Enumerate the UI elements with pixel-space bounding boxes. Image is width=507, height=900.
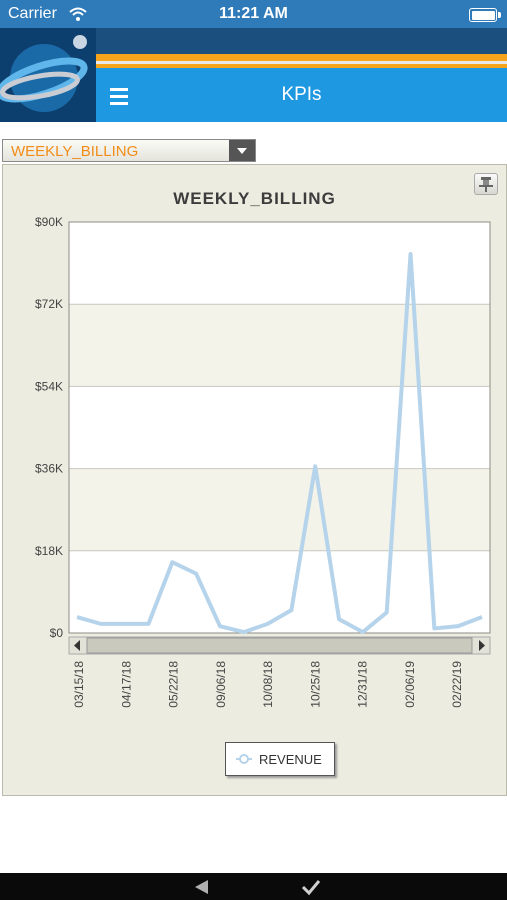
x-tick-label: 09/06/18 <box>214 661 228 708</box>
wifi-icon <box>69 7 87 21</box>
header-stripe <box>96 64 507 68</box>
chart-legend: REVENUE <box>225 742 335 776</box>
x-tick-label: 04/17/18 <box>119 661 133 708</box>
chevron-down-icon <box>229 140 255 161</box>
y-tick-label: $54K <box>35 379 63 393</box>
line-chart: $0 $18K $36K $54K $72K $90K 03/15/18 04/17/18 05… <box>35 215 491 708</box>
back-triangle-icon[interactable] <box>193 879 209 895</box>
app-header: KPIs <box>0 28 507 122</box>
x-tick-label: 10/08/18 <box>261 661 275 708</box>
status-bar: Carrier 11:21 AM <box>0 0 507 28</box>
kpi-dropdown-value: WEEKLY_BILLING <box>11 143 139 160</box>
plot-band <box>69 468 490 551</box>
plot-border <box>68 221 491 634</box>
scroll-right-icon <box>479 640 485 651</box>
chart-panel: WEEKLY_BILLING $0 $18K $36K $54K $72K $90K 03/… <box>2 164 507 796</box>
y-tick-label: $90K <box>35 215 63 229</box>
carrier-label: Carrier <box>8 5 57 22</box>
scrollbar-thumb <box>86 637 473 654</box>
x-tick-label: 10/25/18 <box>308 661 322 708</box>
chart-title: WEEKLY_BILLING <box>173 189 336 208</box>
y-tick-label: $18K <box>35 544 63 558</box>
y-tick-label: $0 <box>50 626 64 640</box>
company-globe-logo <box>0 28 96 122</box>
header-bar <box>96 68 507 122</box>
x-tick-label: 12/31/18 <box>356 661 370 708</box>
battery-icon <box>469 8 501 22</box>
kpi-dropdown[interactable]: WEEKLY_BILLING <box>2 139 256 162</box>
header-top-band <box>96 28 507 54</box>
plot-band <box>69 550 490 633</box>
header-stripe <box>96 54 507 61</box>
hamburger-menu-icon[interactable] <box>108 86 132 108</box>
plot-band <box>69 304 490 387</box>
legend-line-marker <box>236 754 252 764</box>
plot-band <box>69 222 490 305</box>
x-tick-label: 05/22/18 <box>167 661 181 708</box>
y-tick-label: $72K <box>35 297 63 311</box>
header-stripe <box>96 61 507 64</box>
checkmark-icon[interactable] <box>301 878 321 896</box>
page-title: KPIs <box>281 84 322 105</box>
x-tick-label: 03/15/18 <box>72 661 86 708</box>
x-tick-label: 02/06/19 <box>403 661 417 708</box>
legend-label: REVENUE <box>259 752 322 767</box>
bottom-toolbar <box>0 873 507 900</box>
scroll-left-icon <box>74 640 80 651</box>
y-tick-label: $36K <box>35 462 63 476</box>
x-tick-label: 02/22/19 <box>450 661 464 708</box>
plot-band <box>69 386 490 469</box>
series-line-revenue <box>76 251 483 635</box>
clock-time: 11:21 AM <box>219 5 288 22</box>
pin-icon[interactable] <box>474 173 498 195</box>
